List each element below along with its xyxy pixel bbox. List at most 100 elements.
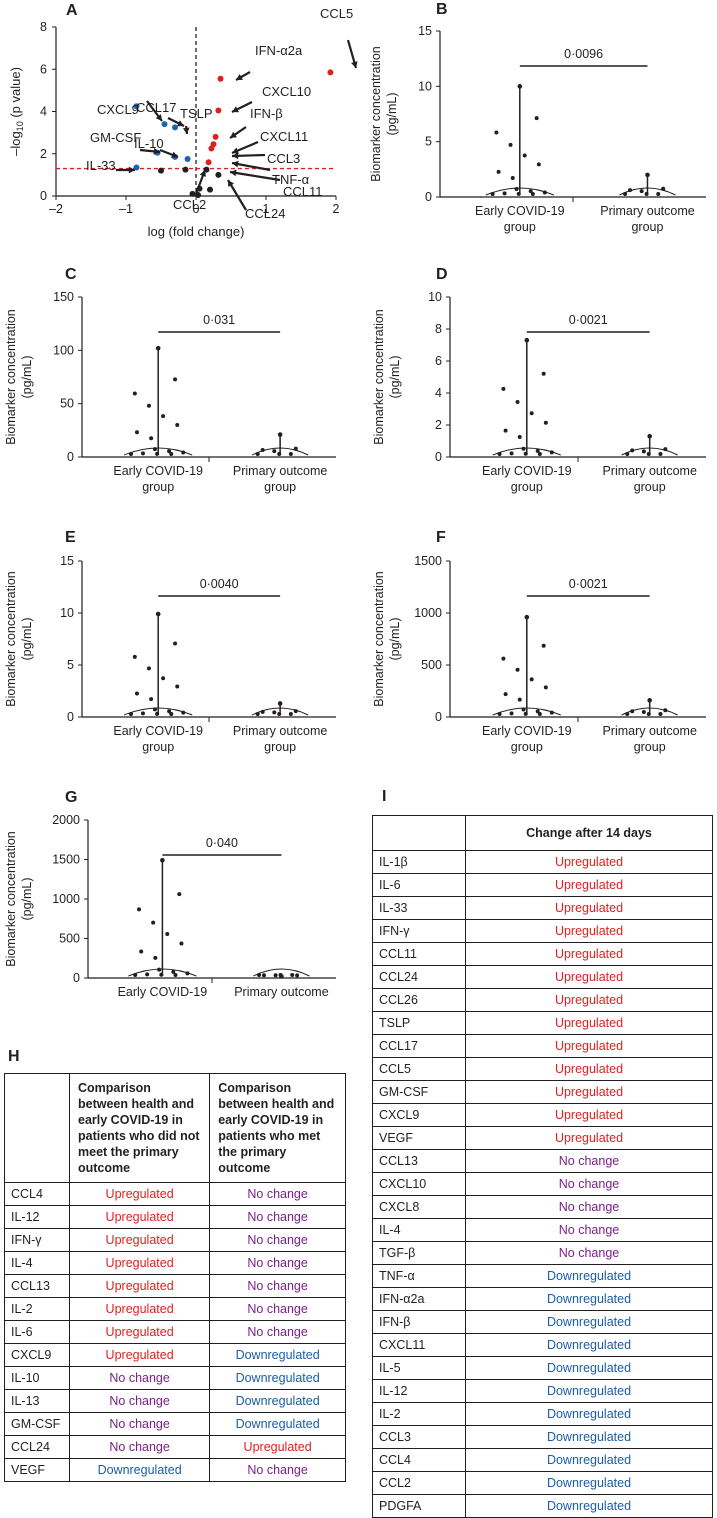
data-point [646, 711, 651, 716]
data-point [530, 191, 535, 196]
y-tick-label: 100 [53, 343, 74, 357]
status-cell: Upregulated [465, 1057, 713, 1081]
annotation-label: CCL11 [283, 184, 323, 199]
row-label: CXCL9 [4, 1343, 70, 1367]
data-point [625, 452, 630, 456]
status-cell: Upregulated [68, 1182, 211, 1206]
data-point [272, 449, 277, 454]
annotation-arrowhead [232, 147, 239, 154]
data-point [521, 707, 526, 712]
category-label: Primary outcome [602, 464, 697, 478]
y-tick-label: 1500 [414, 554, 442, 568]
table-row: IL-12 Downregulated [372, 1379, 713, 1403]
status-cell: Downregulated [465, 1264, 713, 1288]
category-label: Early COVID-19 [118, 985, 208, 999]
data-point [549, 450, 554, 455]
data-point [217, 75, 224, 82]
row-label: CXCL8 [372, 1195, 466, 1219]
data-point [644, 191, 649, 196]
category-label: group [142, 480, 174, 494]
data-point [641, 709, 646, 714]
data-point [161, 414, 166, 419]
annotation-arrowhead [232, 160, 239, 168]
panel-letter-g: G [65, 789, 77, 806]
row-label: CXCL9 [372, 1103, 466, 1127]
table-h-corner [4, 1073, 70, 1183]
status-cell: Downregulated [209, 1366, 346, 1390]
data-point [509, 711, 514, 716]
y-axis-label: Biomarker concentration [4, 309, 18, 445]
data-point [509, 451, 514, 456]
data-point [543, 685, 548, 690]
data-point [152, 707, 157, 712]
table-h-header-1: Comparison between health and early COVI… [68, 1073, 211, 1183]
y-axis-label: (pg/mL) [20, 877, 34, 920]
status-cell: No change [209, 1320, 346, 1344]
row-label: CXCL11 [372, 1333, 466, 1357]
row-label: CCL24 [372, 965, 466, 989]
annotation-arrowhead [232, 152, 239, 160]
y-tick-label: 5 [67, 658, 74, 672]
status-cell: Upregulated [68, 1205, 211, 1229]
y-tick-label: 10 [428, 290, 442, 304]
data-point [134, 691, 139, 696]
data-point [515, 400, 520, 405]
table-row: CCL11 Upregulated [372, 942, 713, 966]
status-cell: Downregulated [209, 1343, 346, 1367]
y-tick-label: 1000 [52, 892, 80, 906]
data-point [501, 656, 506, 661]
max-point [279, 974, 284, 979]
panel-letter-d: D [436, 266, 448, 283]
data-point [543, 420, 548, 425]
status-cell: Downregulated [465, 1425, 713, 1449]
data-point [625, 712, 630, 716]
panel-letter-i: I [382, 788, 387, 805]
category-label: Early COVID-19 [482, 724, 572, 738]
panel-letter-e: E [65, 529, 76, 546]
table-row: IL-12 Upregulated No change [4, 1205, 346, 1229]
data-point [549, 710, 554, 715]
x-tick-label: 0 [193, 202, 200, 216]
data-point [273, 973, 278, 978]
data-point [179, 941, 184, 946]
data-point [151, 920, 156, 925]
status-cell: Upregulated [68, 1251, 211, 1275]
annotation-label: CXCL11 [260, 129, 308, 144]
status-cell: Downregulated [465, 1356, 713, 1380]
row-label: CCL13 [372, 1149, 466, 1173]
y-tick-label: 500 [59, 932, 80, 946]
table-i-corner [372, 815, 466, 851]
annotation-label: IFN-α2a [255, 43, 303, 58]
row-label: IL-2 [372, 1402, 466, 1426]
annotation-label: CCL24 [245, 206, 285, 221]
annotation-label: CCL2 [173, 197, 206, 212]
status-cell: Downregulated [465, 1333, 713, 1357]
data-point [288, 711, 293, 716]
data-point [288, 451, 293, 456]
table-row: VEGF Upregulated [372, 1126, 713, 1150]
y-tick-label: 1000 [414, 606, 442, 620]
table-row: CCL24 Upregulated [372, 965, 713, 989]
annotation-label: CXCL9 [97, 102, 139, 117]
annotation-arrowhead [155, 114, 162, 121]
annotation-arrowhead [232, 106, 239, 113]
data-point [146, 403, 151, 408]
data-point [155, 451, 160, 456]
status-cell: Upregulated [465, 919, 713, 943]
row-label: IFN-γ [372, 919, 466, 943]
table-row: IL-4 Upregulated No change [4, 1251, 346, 1275]
status-cell: No change [68, 1389, 211, 1413]
data-point [173, 641, 178, 646]
row-label: GM-CSF [4, 1412, 70, 1436]
annotation-label: IL-10 [134, 136, 164, 151]
category-label: group [511, 740, 543, 754]
status-cell: No change [465, 1149, 713, 1173]
data-point [541, 643, 546, 648]
panel-letter-c: C [65, 266, 77, 283]
row-label: CCL4 [372, 1448, 466, 1472]
annotation-arrow [231, 161, 271, 172]
max-point [155, 345, 161, 351]
data-point [535, 709, 540, 714]
data-point [663, 708, 668, 713]
data-point [628, 188, 633, 193]
